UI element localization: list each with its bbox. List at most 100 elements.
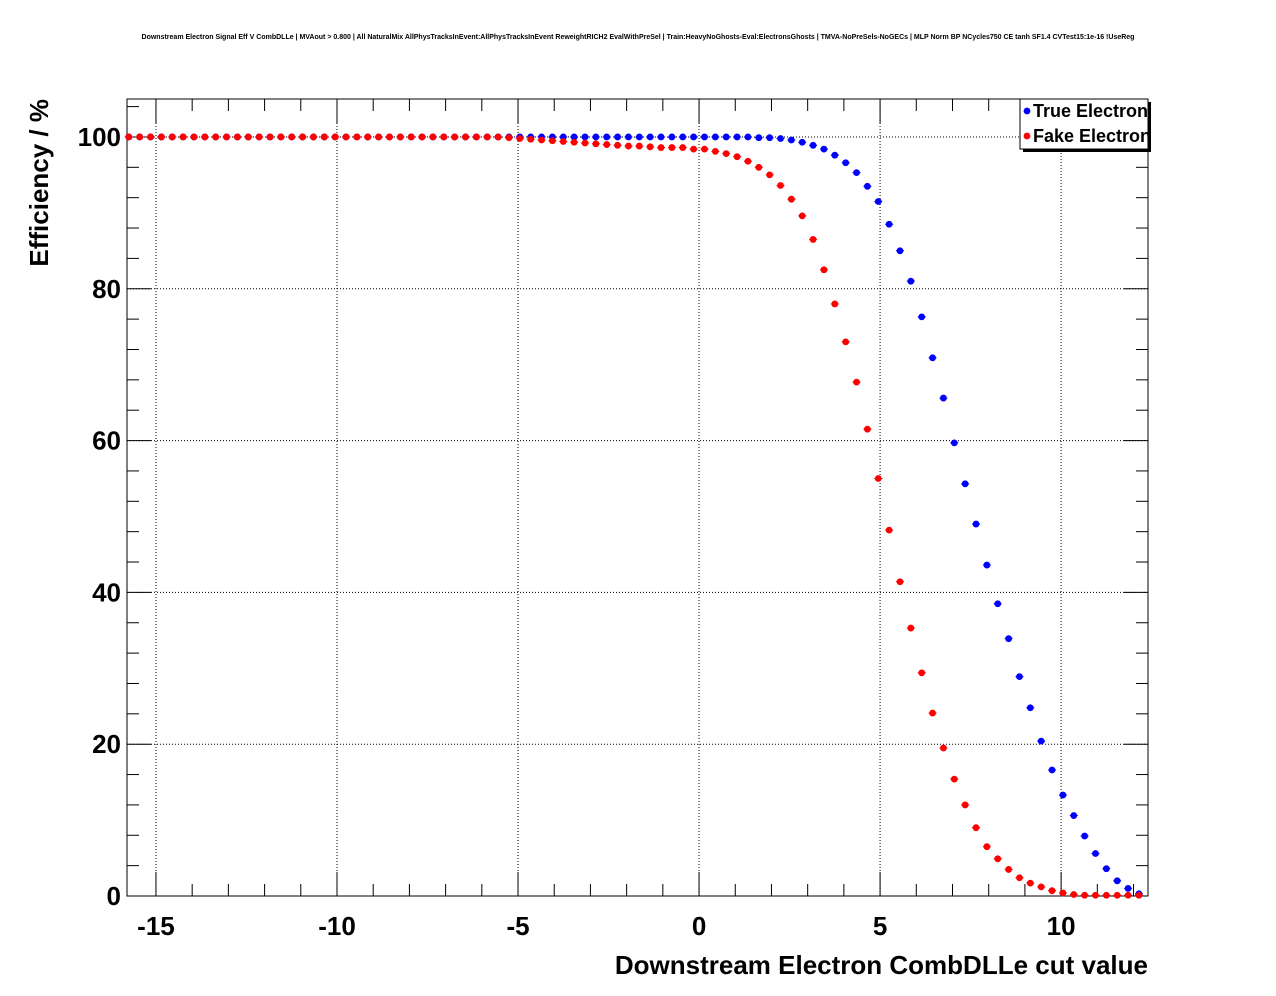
data-point	[1092, 891, 1099, 899]
data-point	[527, 135, 535, 143]
data-point	[1124, 885, 1132, 892]
data-point	[266, 133, 274, 141]
data-point	[353, 133, 361, 141]
data-point	[820, 266, 828, 274]
data-point	[853, 169, 860, 177]
data-point	[614, 141, 621, 149]
data-point	[994, 855, 1002, 863]
data-point	[516, 135, 524, 142]
data-point	[1081, 891, 1089, 899]
data-point	[668, 133, 676, 141]
data-point	[386, 133, 393, 141]
data-point	[168, 133, 176, 141]
data-point	[342, 133, 350, 141]
data-point	[1059, 889, 1067, 897]
data-point	[147, 133, 154, 141]
data-point	[125, 133, 133, 141]
data-point	[212, 133, 220, 141]
data-point	[570, 133, 578, 141]
data-point	[136, 133, 144, 141]
legend-marker	[1023, 107, 1031, 115]
x-tick-label: -5	[506, 911, 529, 941]
data-point	[1081, 832, 1089, 840]
grid	[127, 99, 1148, 896]
data-point	[1016, 673, 1023, 681]
data-point	[940, 744, 947, 752]
x-tick-label: -10	[318, 911, 356, 941]
data-point	[722, 133, 730, 141]
data-point	[874, 475, 882, 482]
data-point	[646, 133, 654, 141]
data-point	[679, 144, 687, 151]
y-tick-label: 40	[92, 577, 121, 607]
data-point	[1037, 737, 1045, 745]
data-point	[972, 520, 980, 528]
data-point	[744, 157, 752, 165]
data-point	[1124, 891, 1132, 899]
y-tick-label: 0	[107, 881, 121, 911]
data-point	[929, 354, 936, 362]
y-tick-label: 60	[92, 426, 121, 456]
data-point	[766, 171, 774, 179]
series-true-electron	[124, 133, 1143, 898]
data-point	[798, 138, 806, 146]
data-point	[244, 133, 252, 141]
data-point	[570, 138, 578, 146]
data-point	[961, 480, 969, 488]
x-tick-label: 5	[873, 911, 887, 941]
data-point	[451, 133, 459, 141]
data-point	[744, 133, 752, 141]
data-point	[288, 133, 296, 141]
chart-title: Downstream Electron Signal Eff V CombDLL…	[141, 34, 1135, 41]
data-point	[918, 669, 926, 677]
data-point	[657, 133, 665, 141]
data-point	[581, 133, 589, 141]
data-point	[983, 561, 991, 569]
data-point	[396, 133, 404, 141]
data-point	[1070, 812, 1078, 819]
data-point	[690, 133, 698, 141]
data-point	[831, 300, 839, 308]
data-point	[907, 624, 915, 632]
x-tick-label: 10	[1047, 911, 1076, 941]
data-point	[1048, 887, 1056, 895]
data-point	[255, 133, 263, 141]
data-point	[440, 133, 448, 141]
data-point	[310, 133, 317, 141]
axis-ticks	[127, 99, 1148, 897]
data-point	[722, 150, 730, 158]
data-point	[1102, 891, 1110, 899]
data-point	[472, 133, 480, 141]
data-point	[201, 133, 209, 141]
data-point	[1070, 891, 1078, 898]
data-point	[1059, 791, 1067, 799]
data-point	[592, 140, 600, 148]
data-point	[234, 133, 241, 141]
data-point	[603, 141, 611, 148]
data-point	[842, 338, 850, 346]
data-point	[625, 133, 632, 141]
data-point	[603, 133, 611, 141]
data-point	[972, 824, 980, 832]
data-point	[885, 526, 893, 534]
data-point	[994, 600, 1002, 608]
data-point	[907, 277, 915, 285]
data-point	[820, 145, 828, 153]
data-point	[592, 133, 600, 141]
data-point	[1005, 635, 1013, 643]
data-point	[787, 136, 795, 144]
y-tick-label: 100	[78, 122, 121, 152]
x-tick-label: 0	[692, 911, 706, 941]
data-point	[668, 144, 676, 151]
data-point	[299, 133, 306, 141]
y-tick-label: 80	[92, 274, 121, 304]
data-point	[277, 133, 285, 141]
data-point	[809, 141, 817, 149]
data-point	[896, 247, 904, 255]
data-point	[777, 135, 784, 142]
x-axis-label: Downstream Electron CombDLLe cut value	[615, 950, 1148, 980]
data-point	[646, 143, 654, 151]
series-fake-electron	[124, 133, 1143, 899]
data-point	[1113, 877, 1121, 885]
data-point	[798, 212, 806, 220]
